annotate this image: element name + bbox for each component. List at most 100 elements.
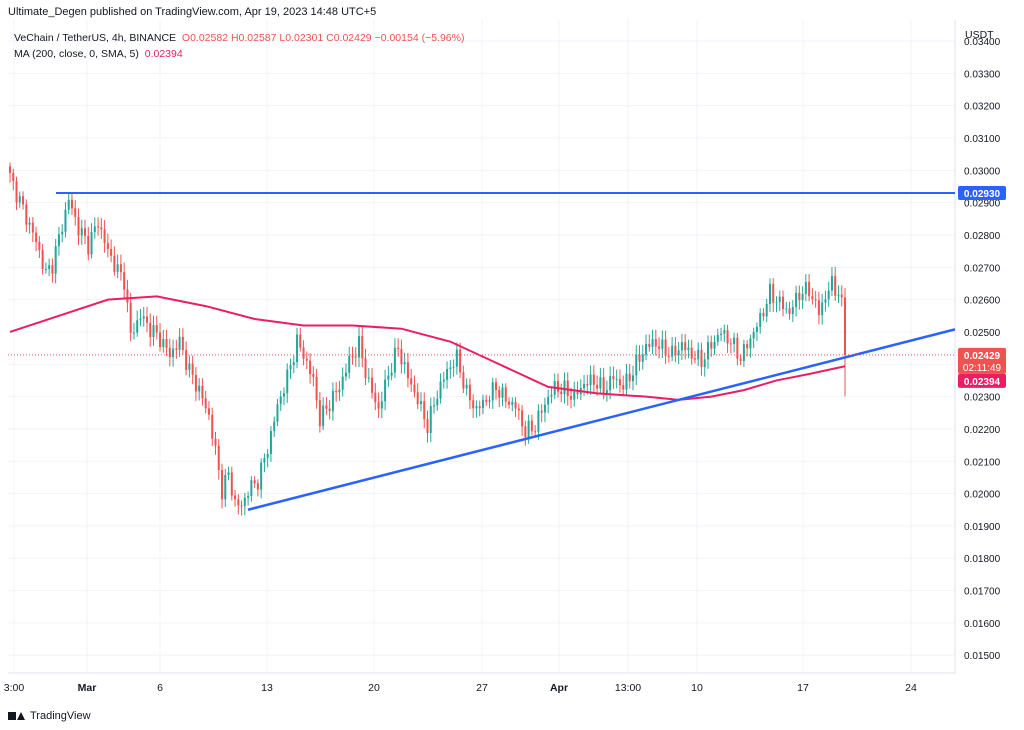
candle bbox=[814, 291, 817, 308]
candle-body bbox=[217, 445, 220, 470]
candle-body bbox=[693, 358, 696, 360]
candle-body bbox=[123, 272, 126, 290]
candle bbox=[351, 346, 354, 365]
candle-body bbox=[423, 401, 426, 420]
candle-body bbox=[840, 294, 843, 298]
candle-body bbox=[550, 394, 553, 397]
candle-body bbox=[387, 375, 390, 380]
candle-body bbox=[459, 349, 462, 373]
candle-body bbox=[667, 355, 670, 357]
candle-body bbox=[465, 384, 468, 389]
candle-body bbox=[563, 380, 566, 395]
candle bbox=[772, 278, 775, 313]
candle-body bbox=[472, 400, 475, 409]
candle bbox=[260, 458, 263, 499]
candle bbox=[315, 368, 318, 409]
candle bbox=[472, 394, 475, 418]
candle bbox=[74, 200, 77, 226]
candle bbox=[48, 258, 51, 277]
candle-body bbox=[335, 391, 338, 393]
candle-body bbox=[240, 505, 243, 507]
candle-body bbox=[635, 354, 638, 376]
candle-body bbox=[622, 385, 625, 390]
candle bbox=[240, 500, 243, 516]
candle bbox=[465, 378, 468, 396]
candle-body bbox=[524, 426, 527, 438]
candle-body bbox=[15, 181, 18, 203]
candle-body bbox=[830, 276, 833, 291]
candle bbox=[720, 327, 723, 342]
candle-body bbox=[87, 235, 90, 255]
candle bbox=[429, 397, 432, 443]
candle bbox=[618, 369, 621, 393]
candle bbox=[341, 367, 344, 397]
candle bbox=[116, 254, 119, 279]
candle bbox=[674, 337, 677, 363]
x-tick-label: 10 bbox=[691, 682, 703, 694]
candle-body bbox=[341, 376, 344, 390]
candle bbox=[475, 400, 478, 418]
candle-body bbox=[736, 337, 739, 359]
y-tick-label: 0.01900 bbox=[964, 522, 1001, 533]
candle-body bbox=[357, 336, 361, 358]
candle bbox=[185, 341, 188, 376]
candle bbox=[214, 431, 217, 455]
candle bbox=[181, 328, 184, 355]
candle-body bbox=[397, 347, 400, 350]
candle bbox=[739, 354, 742, 366]
candle-body bbox=[746, 344, 749, 349]
candle-body bbox=[302, 347, 305, 359]
candle-body bbox=[481, 399, 484, 409]
candle-body bbox=[801, 293, 804, 300]
candle bbox=[312, 366, 315, 387]
candle-body bbox=[690, 347, 693, 359]
candle bbox=[462, 365, 465, 394]
candle-body bbox=[671, 345, 674, 357]
candle bbox=[224, 468, 227, 507]
candle bbox=[801, 286, 804, 309]
candle-body bbox=[12, 172, 15, 182]
candle bbox=[393, 338, 396, 379]
candle bbox=[113, 246, 116, 276]
candle-body bbox=[661, 339, 664, 349]
candle-body bbox=[436, 398, 439, 406]
candle-body bbox=[641, 354, 644, 362]
candle-body bbox=[25, 204, 28, 225]
candle-body bbox=[543, 404, 546, 413]
ohlc-values: O0.02582 H0.02587 L0.02301 C0.02429 −0.0… bbox=[181, 32, 465, 44]
candle bbox=[380, 391, 383, 419]
y-tick-label: 0.02000 bbox=[964, 490, 1001, 501]
candle bbox=[560, 383, 563, 403]
candle bbox=[126, 279, 129, 313]
candle-body bbox=[824, 299, 827, 303]
candle bbox=[318, 392, 321, 433]
candle-body bbox=[168, 347, 171, 358]
candle bbox=[556, 373, 559, 398]
price-tag-bg bbox=[958, 185, 1006, 200]
candle-body bbox=[446, 369, 449, 380]
candle-body bbox=[61, 231, 64, 235]
candle-body bbox=[74, 208, 77, 217]
candle bbox=[573, 381, 576, 407]
candle-body bbox=[172, 348, 175, 358]
candle-body bbox=[664, 339, 667, 356]
y-tick-label: 0.01500 bbox=[964, 651, 1001, 662]
candle bbox=[139, 308, 142, 327]
candle-body bbox=[508, 401, 511, 405]
candle-body bbox=[93, 226, 96, 233]
candle bbox=[517, 403, 520, 420]
candle-body bbox=[583, 383, 586, 389]
candle-body bbox=[788, 308, 791, 315]
candle-body bbox=[214, 438, 217, 446]
candle bbox=[635, 345, 638, 386]
candle bbox=[80, 219, 83, 245]
candle-body bbox=[54, 246, 57, 274]
candle bbox=[648, 334, 651, 352]
candle bbox=[256, 479, 259, 497]
candle-body bbox=[103, 229, 106, 244]
tradingview-logo-icon bbox=[8, 711, 26, 721]
candle-body bbox=[599, 377, 602, 389]
candle bbox=[15, 176, 18, 211]
y-tick-label: 0.03100 bbox=[964, 134, 1001, 145]
